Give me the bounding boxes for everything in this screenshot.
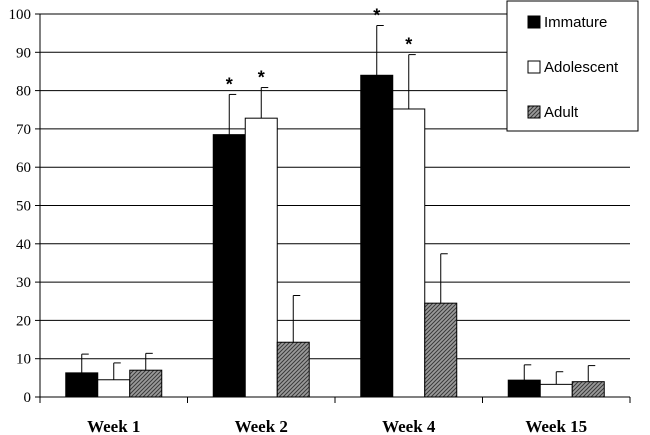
legend-label-adolescent: Adolescent: [544, 59, 619, 76]
bar-immature: [360, 74, 394, 398]
legend-label-adult: Adult: [544, 104, 579, 121]
x-category-label: Week 15: [525, 417, 587, 435]
bar-adult: [129, 369, 163, 398]
bar-adolescent: [392, 108, 426, 398]
x-category-label: Week 4: [382, 417, 436, 435]
bar-adult: [276, 341, 310, 398]
legend-swatch-adolescent: [527, 60, 541, 74]
significance-marker: *: [373, 5, 380, 25]
y-tick-label: 10: [16, 352, 31, 368]
y-tick-label: 90: [16, 45, 31, 61]
y-tick-label: 0: [24, 390, 32, 406]
significance-marker: *: [226, 74, 233, 94]
bar-immature: [65, 372, 99, 398]
significance-marker: *: [258, 68, 265, 88]
bar-adolescent: [244, 117, 278, 398]
y-tick-label: 30: [16, 275, 31, 291]
legend-swatch-adult: [527, 105, 541, 119]
x-category-label: Week 2: [235, 417, 288, 435]
bar-immature: [507, 379, 541, 398]
y-tick-label: 80: [16, 84, 31, 100]
x-category-label: Week 1: [87, 417, 140, 435]
legend: Immature Adolescent Adult: [506, 0, 639, 132]
y-tick-label: 20: [16, 313, 31, 329]
bar-immature: [212, 134, 246, 398]
legend-swatch-immature: [527, 15, 541, 29]
bar-adult: [424, 302, 458, 398]
legend-label-immature: Immature: [544, 14, 607, 31]
bar-adolescent: [97, 379, 131, 398]
bars: [65, 24, 605, 398]
y-tick-label: 100: [9, 7, 32, 23]
bar-adolescent: [539, 383, 573, 398]
significance-marker: *: [405, 35, 412, 55]
y-tick-label: 60: [16, 160, 31, 176]
y-tick-label: 40: [16, 237, 31, 253]
bar-adult: [571, 381, 605, 398]
y-tick-label: 50: [16, 199, 31, 215]
axes: [35, 13, 631, 403]
y-tick-label: 70: [16, 122, 31, 138]
labels: 0 10 20 30 40 50 60 70 80 90 100 Week 1 * * Week 2 * * We…: [9, 5, 588, 435]
